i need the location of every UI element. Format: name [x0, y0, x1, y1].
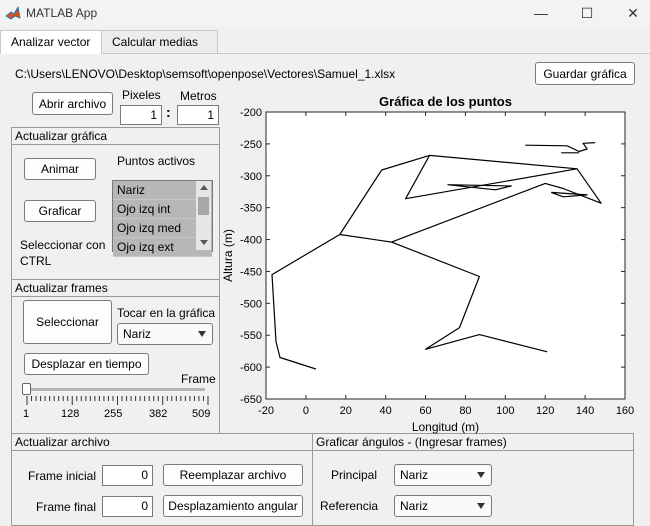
- y-axis-label: Altura (m): [221, 229, 235, 282]
- maximize-icon: ☐: [580, 4, 594, 21]
- chevron-down-icon: [477, 503, 485, 509]
- slider-tick-label: 128: [61, 408, 80, 420]
- seleccionar-button[interactable]: Seleccionar: [23, 300, 112, 344]
- chart-title: Gráfica de los puntos: [379, 94, 512, 109]
- list-item[interactable]: Ojo izq med: [113, 219, 212, 238]
- x-tick-label: 60: [419, 405, 431, 417]
- frame-slider-track[interactable]: [27, 388, 205, 391]
- series-line: [339, 154, 602, 243]
- x-tick-label: 80: [459, 405, 471, 417]
- x-tick-label: 140: [576, 405, 594, 417]
- pixeles-label: Pixeles: [122, 88, 161, 102]
- slider-tick-label: 509: [192, 408, 211, 420]
- seleccionar-ctrl-hint: Seleccionar con CTRL: [20, 238, 106, 268]
- minimize-icon: —: [534, 5, 548, 21]
- file-path: C:\Users\LENOVO\Desktop\semsoft\openpose…: [15, 67, 396, 81]
- matlab-icon: [5, 5, 21, 21]
- x-axis-label: Longitud (m): [412, 420, 479, 434]
- points-chart[interactable]: Gráfica de los puntos Longitud (m) Altur…: [215, 90, 645, 435]
- frame-inicial-field[interactable]: 0: [102, 465, 153, 486]
- series-line: [405, 155, 578, 200]
- reemplazar-archivo-button[interactable]: Reemplazar archivo: [163, 464, 303, 486]
- list-item[interactable]: Nariz: [113, 181, 212, 200]
- y-tick-label: -450: [240, 266, 262, 278]
- list-item[interactable]: Ojo izq ext: [113, 238, 212, 257]
- actualizar-frames-panel: Actualizar frames: [11, 279, 220, 434]
- frame-slider-thumb[interactable]: [22, 383, 31, 395]
- desplazar-tiempo-button[interactable]: Desplazar en tiempo: [24, 353, 149, 375]
- principal-value: Nariz: [400, 468, 429, 482]
- chevron-down-icon: [477, 472, 485, 478]
- window-title: MATLAB App: [26, 6, 98, 20]
- frame-slider-ticks: [26, 396, 209, 405]
- puntos-activos-label: Puntos activos: [117, 154, 196, 168]
- series-line: [525, 142, 596, 153]
- series-line: [447, 184, 512, 191]
- x-tick-label: 40: [380, 405, 392, 417]
- frame-label: Frame: [181, 372, 216, 386]
- graficar-angulos-title: Graficar ángulos - (Ingresar frames): [313, 434, 633, 451]
- x-tick-label: 160: [616, 405, 634, 417]
- tab-bar: [0, 29, 650, 54]
- actualizar-frames-title: Actualizar frames: [12, 280, 219, 297]
- tocar-grafica-label: Tocar en la gráfica: [117, 306, 216, 320]
- pixeles-field[interactable]: 1: [120, 105, 162, 125]
- slider-tick-label: 255: [104, 408, 123, 420]
- slider-tick-label: 1: [23, 408, 30, 420]
- tab-calcular-medias[interactable]: Calcular medias: [101, 30, 218, 53]
- metros-field[interactable]: 1: [177, 105, 219, 125]
- y-tick-label: -400: [240, 235, 262, 247]
- x-tick-label: 120: [536, 405, 554, 417]
- frame-final-label: Frame final: [36, 500, 97, 514]
- plot-area[interactable]: [265, 111, 626, 400]
- scroll-down-icon[interactable]: [200, 240, 208, 245]
- tocar-grafica-dropdown[interactable]: Nariz: [117, 323, 213, 345]
- tocar-grafica-value: Nariz: [123, 327, 152, 341]
- chevron-down-icon: [198, 331, 206, 337]
- metros-label: Metros: [180, 89, 217, 103]
- abrir-archivo-button[interactable]: Abrir archivo: [32, 92, 113, 115]
- frame-final-field[interactable]: 0: [102, 496, 153, 517]
- close-button[interactable]: ✕: [610, 0, 650, 26]
- x-tick-label: 0: [303, 405, 309, 417]
- scale-separator: :: [166, 104, 171, 120]
- y-tick-label: -500: [240, 298, 262, 310]
- principal-dropdown[interactable]: Nariz: [394, 464, 492, 486]
- x-tick-label: 100: [496, 405, 514, 417]
- animar-button[interactable]: Animar: [24, 158, 96, 180]
- listbox-scrollbar[interactable]: [196, 181, 211, 250]
- y-tick-label: -550: [240, 330, 262, 342]
- x-tick-label: 20: [340, 405, 352, 417]
- scroll-thumb[interactable]: [198, 197, 209, 215]
- series-line: [550, 191, 588, 198]
- title-bar: [0, 0, 650, 26]
- y-tick-label: -200: [240, 107, 262, 119]
- y-tick-label: -650: [240, 394, 262, 406]
- close-icon: ✕: [627, 4, 639, 21]
- scroll-up-icon[interactable]: [200, 185, 208, 190]
- graficar-button[interactable]: Graficar: [24, 200, 96, 222]
- y-tick-label: -350: [240, 203, 262, 215]
- actualizar-archivo-title: Actualizar archivo: [12, 434, 312, 451]
- actualizar-archivo-panel: Actualizar archivo: [11, 433, 313, 526]
- tab-analizar-vector[interactable]: Analizar vector: [0, 30, 102, 54]
- list-item[interactable]: Ojo izq int: [113, 200, 212, 219]
- referencia-label: Referencia: [320, 499, 379, 513]
- referencia-dropdown[interactable]: Nariz: [394, 495, 492, 517]
- y-tick-label: -300: [240, 171, 262, 183]
- referencia-value: Nariz: [400, 499, 429, 513]
- y-tick-label: -250: [240, 139, 262, 151]
- desplazamiento-angular-button[interactable]: Desplazamiento angular: [163, 495, 303, 517]
- slider-tick-label: 382: [149, 408, 168, 420]
- actualizar-grafica-title: Actualizar gráfica: [12, 128, 219, 145]
- principal-label: Principal: [331, 468, 378, 482]
- x-tick-label: -20: [258, 405, 274, 417]
- minimize-button[interactable]: —: [518, 0, 564, 26]
- y-tick-label: -600: [240, 362, 262, 374]
- frame-inicial-label: Frame inicial: [28, 469, 97, 483]
- maximize-button[interactable]: ☐: [564, 0, 610, 26]
- guardar-grafica-button[interactable]: Guardar gráfica: [535, 62, 635, 85]
